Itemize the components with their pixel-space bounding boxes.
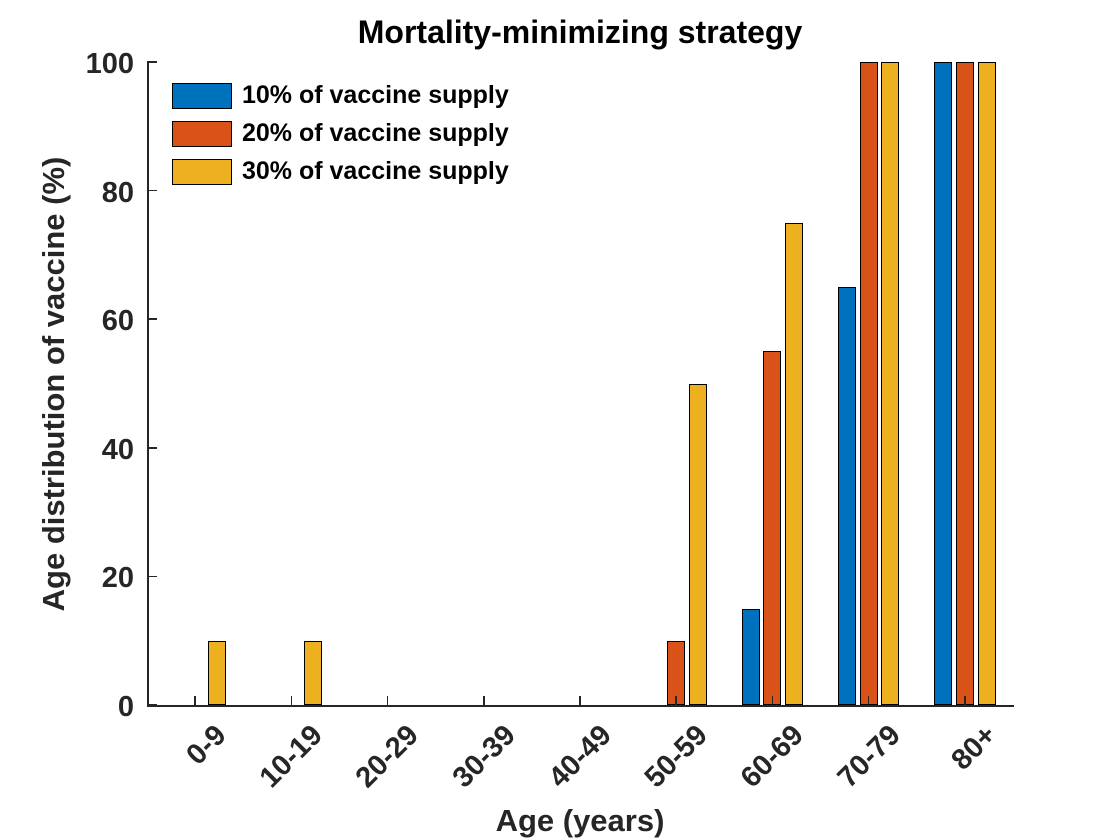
y-tick-label: 40 (101, 433, 134, 466)
x-axis-line (147, 705, 1014, 707)
y-tick (147, 704, 157, 706)
bar-10pct-60-69 (741, 608, 760, 705)
x-tick-label: 30-39 (446, 719, 522, 795)
bar-30pct-70-79 (881, 62, 900, 705)
x-tick-label: 20-29 (350, 719, 426, 795)
legend-label: 10% of vaccine supply (242, 81, 509, 109)
y-tick-label: 100 (85, 48, 134, 80)
legend-label: 20% of vaccine supply (242, 119, 509, 147)
legend-swatch (172, 120, 232, 147)
x-tick (867, 696, 870, 705)
y-axis-line (147, 62, 149, 706)
y-tick (147, 61, 157, 63)
x-tick (483, 696, 485, 705)
x-tick (675, 696, 677, 705)
bar-30pct-0-9 (207, 640, 226, 705)
y-axis-title: Age distribution of vaccine (%) (36, 156, 71, 612)
y-tick-label: 60 (101, 305, 134, 338)
x-tick-label: 60-69 (735, 719, 811, 795)
y-tick (147, 575, 157, 578)
y-tick (147, 447, 157, 449)
bar-30pct-80+ (977, 62, 996, 705)
y-tick-label: 80 (101, 176, 134, 209)
x-tick-label: 50-59 (638, 719, 714, 795)
legend-label: 30% of vaccine supply (242, 157, 509, 185)
legend-swatch (172, 158, 232, 185)
bar-20pct-60-69 (763, 351, 782, 705)
legend-item: 10% of vaccine supply (172, 81, 509, 110)
x-tick-label: 0-9 (180, 719, 233, 772)
x-tick (290, 696, 293, 705)
x-tick (579, 696, 581, 705)
legend: 10% of vaccine supply 20% of vaccine supp… (172, 81, 509, 195)
x-tick-label: 80+ (945, 719, 1003, 777)
x-tick-label: 40-49 (542, 719, 618, 795)
x-tick (386, 696, 389, 705)
bar-10pct-70-79 (837, 287, 856, 705)
y-tick-label: 20 (101, 562, 134, 595)
x-tick (771, 696, 774, 705)
legend-item: 20% of vaccine supply (172, 119, 509, 148)
bar-20pct-80+ (955, 62, 974, 705)
legend-item: 30% of vaccine supply (172, 157, 509, 186)
x-tick (964, 696, 966, 705)
bar-20pct-70-79 (859, 62, 878, 705)
y-tick (147, 189, 157, 192)
x-tick-label: 70-79 (831, 719, 907, 795)
bar-30pct-50-59 (688, 383, 707, 705)
x-tick (194, 696, 196, 705)
bar-10pct-80+ (934, 62, 953, 705)
y-tick-label: 0 (117, 691, 134, 723)
bar-30pct-60-69 (785, 222, 804, 705)
y-tick (147, 318, 157, 320)
x-axis-title: Age (years) (495, 803, 665, 838)
legend-swatch (172, 82, 232, 109)
chart-title: Mortality-minimizing strategy (357, 14, 803, 50)
x-tick-label: 10-19 (253, 719, 329, 795)
bar-30pct-10-19 (304, 640, 323, 705)
